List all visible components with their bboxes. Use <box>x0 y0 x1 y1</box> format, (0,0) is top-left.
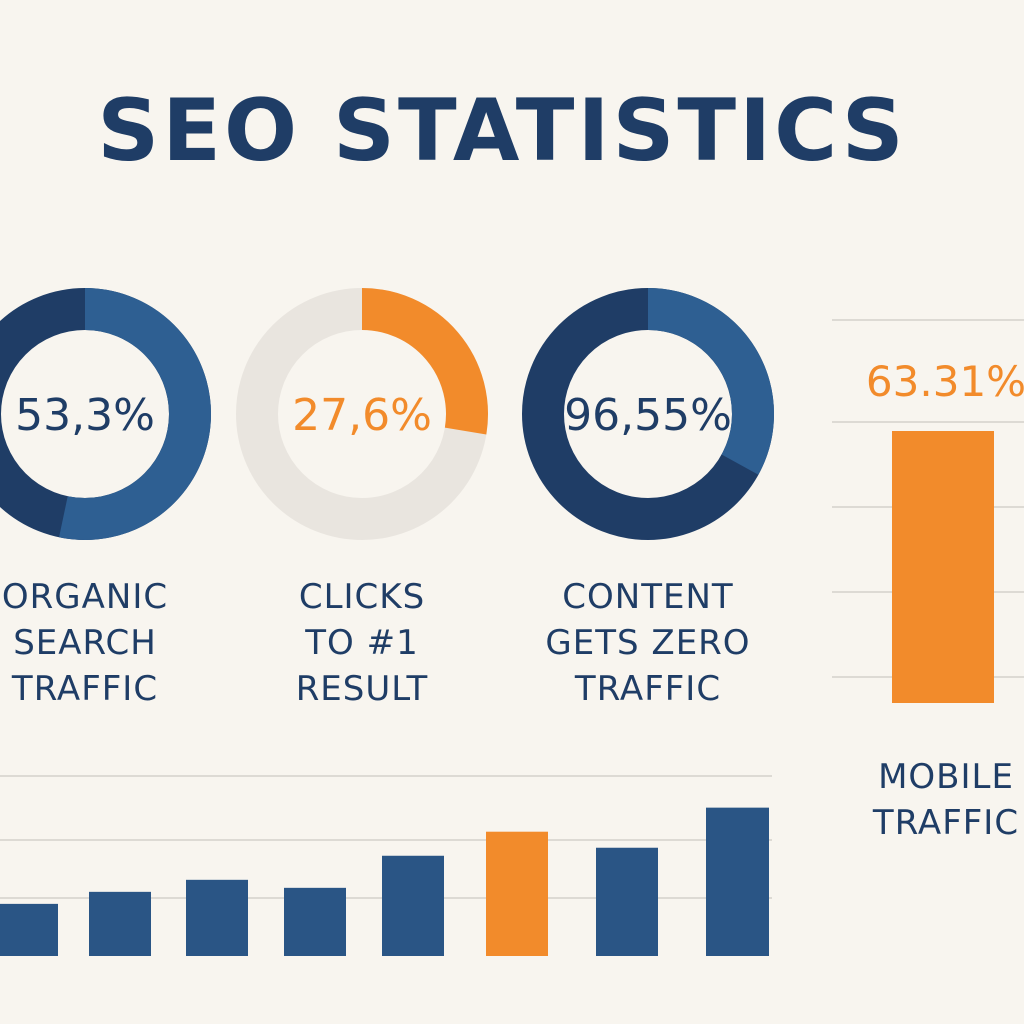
trend-bar <box>186 879 248 956</box>
donut-caption-line: TO #1 <box>304 623 418 663</box>
donut-3: 96,55% CONTENT GETS ZERO TRAFFIC <box>522 288 774 709</box>
donut-value-label: 96,55% <box>564 390 732 441</box>
trend-bar <box>89 891 151 956</box>
trend-bar-chart <box>0 775 772 956</box>
mobile-value-label: 63.31% <box>866 357 1024 406</box>
page-title: SEO STATISTICS <box>97 81 906 181</box>
trend-bar <box>596 847 658 956</box>
trend-bar <box>0 903 58 956</box>
trend-bar <box>486 831 548 956</box>
donut-caption-line: SEARCH <box>13 623 157 663</box>
donut-2: 27,6% CLICKS TO #1 RESULT <box>236 288 488 709</box>
donut-value-label: 53,3% <box>15 390 155 441</box>
donut-caption-line: ORGANIC <box>2 577 168 617</box>
donut-caption-line: TRAFFIC <box>11 669 158 709</box>
donut-charts: 53,3% ORGANIC SEARCH TRAFFIC 27,6% CLICKS TO #… <box>0 288 774 709</box>
trend-bar <box>284 887 346 956</box>
trend-bar <box>706 807 769 956</box>
donut-caption-line: TRAFFIC <box>574 669 721 709</box>
donut-1: 53,3% ORGANIC SEARCH TRAFFIC <box>0 288 211 709</box>
donut-caption-line: RESULT <box>296 669 429 709</box>
mobile-caption-line: MOBILE <box>878 757 1014 797</box>
mobile-bar <box>892 431 994 703</box>
trend-bar <box>382 855 444 956</box>
mobile-caption-line: TRAFFIC <box>872 803 1019 843</box>
donut-segment <box>59 288 211 540</box>
donut-segment <box>361 288 488 435</box>
donut-caption-line: CONTENT <box>562 577 733 617</box>
donut-caption-line: GETS ZERO <box>545 623 750 663</box>
donut-caption-line: CLICKS <box>299 577 425 617</box>
donut-segment <box>647 288 774 475</box>
mobile-traffic-chart: 63.31% MOBILE TRAFFIC <box>832 319 1024 843</box>
donut-value-label: 27,6% <box>292 390 432 441</box>
